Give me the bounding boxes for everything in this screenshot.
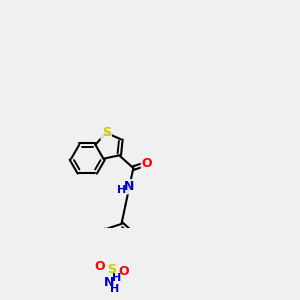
Text: S: S xyxy=(107,262,116,276)
Text: O: O xyxy=(118,265,129,278)
Text: H: H xyxy=(112,273,121,283)
Text: O: O xyxy=(142,157,152,170)
Text: H: H xyxy=(116,185,126,195)
Text: S: S xyxy=(102,126,111,139)
Text: N: N xyxy=(104,276,114,289)
Text: H: H xyxy=(110,284,119,294)
Text: N: N xyxy=(124,180,135,193)
Text: O: O xyxy=(94,260,105,273)
